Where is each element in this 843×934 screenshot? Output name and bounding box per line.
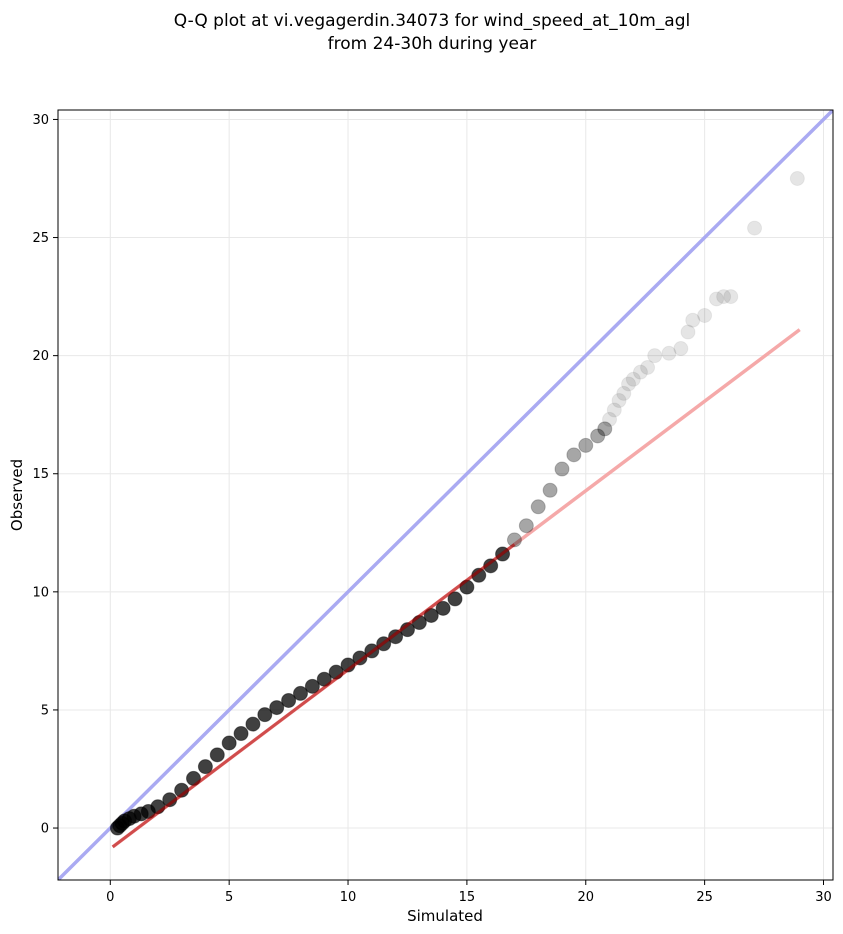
data-point xyxy=(269,700,285,716)
x-tick-label-4: 20 xyxy=(577,890,594,905)
data-point xyxy=(640,359,656,375)
x-tick-label-6: 30 xyxy=(815,890,832,905)
data-point xyxy=(597,421,613,437)
data-point xyxy=(723,289,739,305)
data-point xyxy=(506,532,522,548)
y-axis-label: Observed xyxy=(8,459,26,531)
x-tick-label-0: 0 xyxy=(106,890,114,905)
data-point xyxy=(621,376,637,392)
x-axis-ticks: 0 5 10 15 20 25 30 xyxy=(106,880,832,905)
x-tick-label-1: 5 xyxy=(225,890,233,905)
y-tick-label-1: 5 xyxy=(41,703,49,718)
data-point xyxy=(233,726,249,742)
data-point xyxy=(709,291,725,307)
data-point xyxy=(611,393,627,409)
chart-title-line1: Q-Q plot at vi.vegagerdin.34073 for wind… xyxy=(174,11,690,31)
data-point xyxy=(530,499,546,515)
data-point xyxy=(566,447,582,463)
data-point xyxy=(647,348,663,364)
fit-line-overlay xyxy=(111,543,516,849)
data-point xyxy=(554,461,570,477)
reference-lines xyxy=(58,110,833,880)
y-tick-label-3: 15 xyxy=(32,467,49,482)
data-point xyxy=(747,220,763,236)
data-point xyxy=(447,591,463,607)
chart-title-line2: from 24-30h during year xyxy=(328,34,537,54)
data-point xyxy=(304,678,320,694)
y-tick-label-6: 30 xyxy=(32,113,49,128)
y-tick-label-5: 25 xyxy=(32,231,49,246)
data-point xyxy=(388,629,404,645)
data-point xyxy=(625,371,641,387)
data-point xyxy=(245,716,261,732)
x-axis-label: Simulated xyxy=(407,907,483,925)
data-point xyxy=(221,735,237,751)
data-point xyxy=(435,600,451,616)
plot-frame xyxy=(57,109,834,881)
data-point xyxy=(578,437,594,453)
data-point xyxy=(257,707,273,723)
data-point xyxy=(685,312,701,328)
data-point xyxy=(518,518,534,534)
data-point xyxy=(606,402,622,418)
x-tick-label-5: 25 xyxy=(696,890,713,905)
data-point xyxy=(632,364,648,380)
data-points xyxy=(109,170,805,849)
y-tick-label-0: 0 xyxy=(41,822,49,837)
x-tick-label-2: 10 xyxy=(340,890,357,905)
data-point xyxy=(661,345,677,361)
y-tick-label-4: 20 xyxy=(32,349,49,364)
y-axis-ticks: 0 5 10 15 20 25 30 xyxy=(32,113,58,837)
x-tick-label-3: 15 xyxy=(459,890,476,905)
data-point xyxy=(680,324,696,340)
data-point xyxy=(616,385,632,401)
data-point xyxy=(281,692,297,708)
data-point xyxy=(352,650,368,666)
y-tick-label-2: 10 xyxy=(32,585,49,600)
identity-line xyxy=(58,110,833,880)
data-point xyxy=(209,747,225,763)
data-point xyxy=(673,341,689,357)
data-point xyxy=(716,289,732,305)
data-point xyxy=(292,685,308,701)
data-point xyxy=(590,428,606,444)
data-point xyxy=(197,759,213,775)
data-point xyxy=(789,170,805,186)
data-point xyxy=(542,482,558,498)
data-point xyxy=(602,411,618,427)
data-point xyxy=(697,307,713,323)
